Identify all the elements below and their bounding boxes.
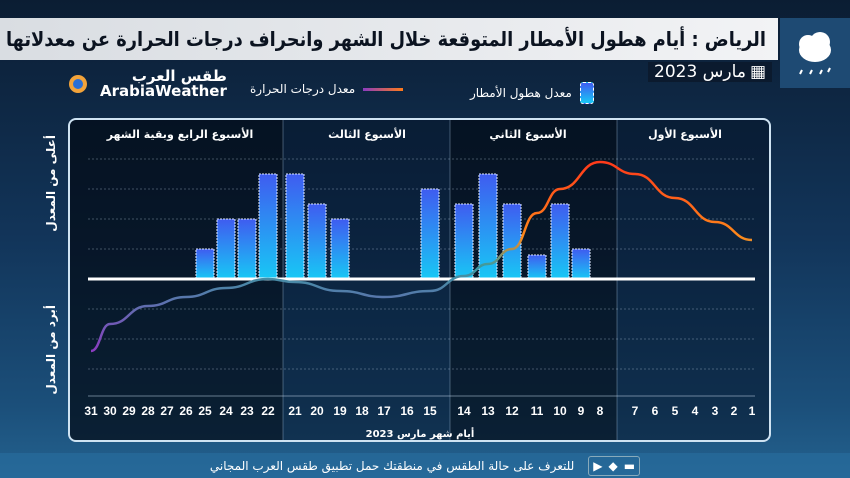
x-tick-12: 12 <box>505 404 519 418</box>
rain-bar-day-9 <box>571 248 591 280</box>
x-tick-21: 21 <box>288 404 302 418</box>
x-tick-23: 23 <box>240 404 254 418</box>
rain-bar-day-20 <box>307 203 327 280</box>
x-tick-20: 20 <box>310 404 324 418</box>
rain-bar-day-25 <box>195 248 215 280</box>
week-label: الأسبوع الثاني <box>489 127 566 141</box>
google-play-icon[interactable]: ▶ <box>593 458 603 473</box>
legend-temp-label: معدل درجات الحرارة <box>250 82 356 96</box>
rain-bar-day-11 <box>527 254 547 280</box>
rain-bar-day-10 <box>550 203 570 280</box>
rain-bar-day-14 <box>454 203 474 280</box>
week-label: الأسبوع الأول <box>648 127 722 141</box>
rain-bar-day-21 <box>285 173 305 280</box>
x-tick-9: 9 <box>578 404 585 418</box>
x-axis-label: أيام شهر مارس 2023 <box>366 427 475 440</box>
y-label-bottom: أبرد من المعدل <box>44 305 58 395</box>
date-label: ▦ مارس 2023 <box>648 62 772 82</box>
x-tick-1: 1 <box>749 404 756 418</box>
x-tick-16: 16 <box>400 404 414 418</box>
y-label-top: أعلى من المعدل <box>44 135 58 232</box>
x-tick-13: 13 <box>481 404 495 418</box>
logo-arabic: طقس العرب <box>131 67 227 85</box>
rain-bar-day-24 <box>216 218 236 280</box>
chart-svg: الأسبوع الأول الأسبوع الثاني الأسبوع الثال… <box>70 120 756 440</box>
temp-swatch <box>363 87 404 91</box>
x-tick-31: 31 <box>84 404 98 418</box>
rain-bar-day-15 <box>420 188 440 280</box>
x-tick-5: 5 <box>672 404 679 418</box>
legend-rain-label: معدل هطول الأمطار <box>470 86 572 100</box>
logo: طقس العرب ArabiaWeather <box>62 68 227 100</box>
x-tick-29: 29 <box>122 404 136 418</box>
x-tick-15: 15 <box>423 404 437 418</box>
huawei-icon[interactable]: ▬ <box>623 458 636 473</box>
x-tick-11: 11 <box>531 404 544 418</box>
x-tick-14: 14 <box>457 404 471 418</box>
footer-text: للتعرف على حالة الطقس في منطقتك حمل تطبي… <box>209 458 575 473</box>
x-tick-18: 18 <box>355 404 369 418</box>
apple-icon[interactable]: ◆ <box>608 458 618 473</box>
x-tick-22: 22 <box>261 404 275 418</box>
x-tick-6: 6 <box>652 404 659 418</box>
legend-rain: معدل هطول الأمطار <box>470 82 594 104</box>
week-label: الأسبوع الرابع وبقية الشهر <box>106 127 254 141</box>
x-tick-7: 7 <box>632 404 639 418</box>
x-tick-24: 24 <box>219 404 233 418</box>
x-tick-17: 17 <box>377 404 391 418</box>
x-tick-2: 2 <box>731 404 738 418</box>
rain-bar-day-23 <box>237 218 257 280</box>
week2-bg <box>450 120 617 440</box>
x-tick-30: 30 <box>103 404 117 418</box>
footer: للتعرف على حالة الطقس في منطقتك حمل تطبي… <box>0 453 850 478</box>
logo-english: ArabiaWeather <box>100 82 227 100</box>
app-store-links[interactable]: ▶ ◆ ▬ <box>588 455 641 476</box>
temperature-line <box>90 160 753 353</box>
x-tick-28: 28 <box>141 404 155 418</box>
calendar-icon: ▦ <box>749 62 766 82</box>
rain-bar-day-19 <box>330 218 350 280</box>
chart: الأسبوع الأول الأسبوع الثاني الأسبوع الثال… <box>68 118 771 442</box>
title-bar: الرياض : أيام هطول الأمطار المتوقعة خلال… <box>0 18 778 60</box>
x-tick-3: 3 <box>712 404 719 418</box>
cloud-rain-icon <box>780 18 850 88</box>
x-tick-19: 19 <box>333 404 347 418</box>
date-text: مارس 2023 <box>654 62 746 82</box>
rain-bar-day-22 <box>258 173 278 280</box>
week-label: الأسبوع الثالث <box>328 127 406 141</box>
x-tick-27: 27 <box>160 404 174 418</box>
x-tick-10: 10 <box>553 404 567 418</box>
sun-logo-icon <box>69 75 87 93</box>
page-title: الرياض : أيام هطول الأمطار المتوقعة خلال… <box>6 27 766 51</box>
rain-swatch <box>579 82 594 104</box>
x-tick-25: 25 <box>198 404 212 418</box>
legend-temp: معدل درجات الحرارة <box>250 82 404 96</box>
x-tick-26: 26 <box>179 404 193 418</box>
rain-bar-day-12 <box>502 203 522 280</box>
x-tick-8: 8 <box>597 404 604 418</box>
x-tick-4: 4 <box>692 404 699 418</box>
